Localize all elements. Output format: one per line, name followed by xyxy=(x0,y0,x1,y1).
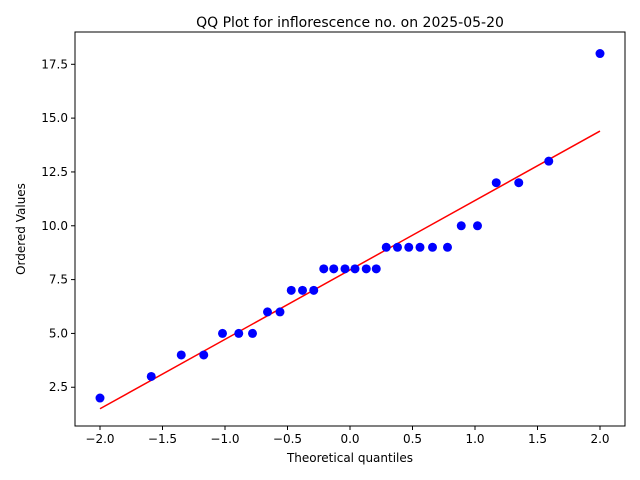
chart-title: QQ Plot for inflorescence no. on 2025-05… xyxy=(196,15,504,31)
data-point xyxy=(146,371,156,381)
data-point xyxy=(199,350,209,360)
data-point xyxy=(263,307,272,317)
x-tick-label: 0.0 xyxy=(340,432,359,446)
data-point xyxy=(456,221,466,231)
y-tick-label: 12.5 xyxy=(41,165,68,179)
data-point xyxy=(361,264,371,274)
data-point xyxy=(491,178,501,188)
data-point xyxy=(544,156,554,166)
x-tick-label: 1.5 xyxy=(528,432,547,446)
data-point xyxy=(595,49,605,59)
x-axis-ticks: −2.0 −1.5 −1.0 −0.5 0.0 0.5 1.0 1.5 2.0 xyxy=(85,426,610,446)
data-point xyxy=(415,242,425,252)
x-tick-label: 0.5 xyxy=(403,432,422,446)
data-point xyxy=(329,264,339,274)
data-point xyxy=(176,350,186,360)
x-tick-label: −1.0 xyxy=(210,432,239,446)
data-point xyxy=(473,221,482,231)
y-tick-label: 2.5 xyxy=(49,380,68,394)
data-point xyxy=(393,242,402,252)
data-point xyxy=(340,264,350,274)
data-point xyxy=(381,242,391,252)
y-axis-label: Ordered Values xyxy=(14,183,28,275)
plot-frame xyxy=(74,31,626,427)
data-point xyxy=(309,285,319,295)
fit-line xyxy=(99,130,601,410)
data-point xyxy=(298,285,307,295)
y-tick-label: 10.0 xyxy=(41,219,68,233)
plot-area xyxy=(95,49,605,410)
data-point xyxy=(350,264,360,274)
data-point xyxy=(95,393,105,403)
y-tick-label: 17.5 xyxy=(41,57,68,71)
data-point xyxy=(404,242,414,252)
data-point xyxy=(275,307,285,317)
data-point xyxy=(428,242,437,252)
data-point xyxy=(319,264,329,274)
data-point xyxy=(514,178,524,188)
data-point xyxy=(234,328,244,338)
x-tick-label: 1.0 xyxy=(465,432,484,446)
data-point xyxy=(218,328,227,338)
data-point xyxy=(443,242,452,252)
x-tick-label: 2.0 xyxy=(590,432,609,446)
data-point xyxy=(248,328,257,338)
x-tick-label: −2.0 xyxy=(85,432,114,446)
x-tick-label: −1.5 xyxy=(148,432,177,446)
y-tick-label: 7.5 xyxy=(49,273,68,287)
x-axis-label: Theoretical quantiles xyxy=(286,451,413,465)
y-tick-label: 15.0 xyxy=(41,111,68,125)
y-tick-label: 5.0 xyxy=(49,326,68,340)
data-point xyxy=(286,285,296,295)
x-tick-label: −0.5 xyxy=(273,432,302,446)
y-axis-ticks: 2.5 5.0 7.5 10.0 12.5 15.0 17.5 xyxy=(41,57,75,394)
data-point xyxy=(371,264,381,274)
